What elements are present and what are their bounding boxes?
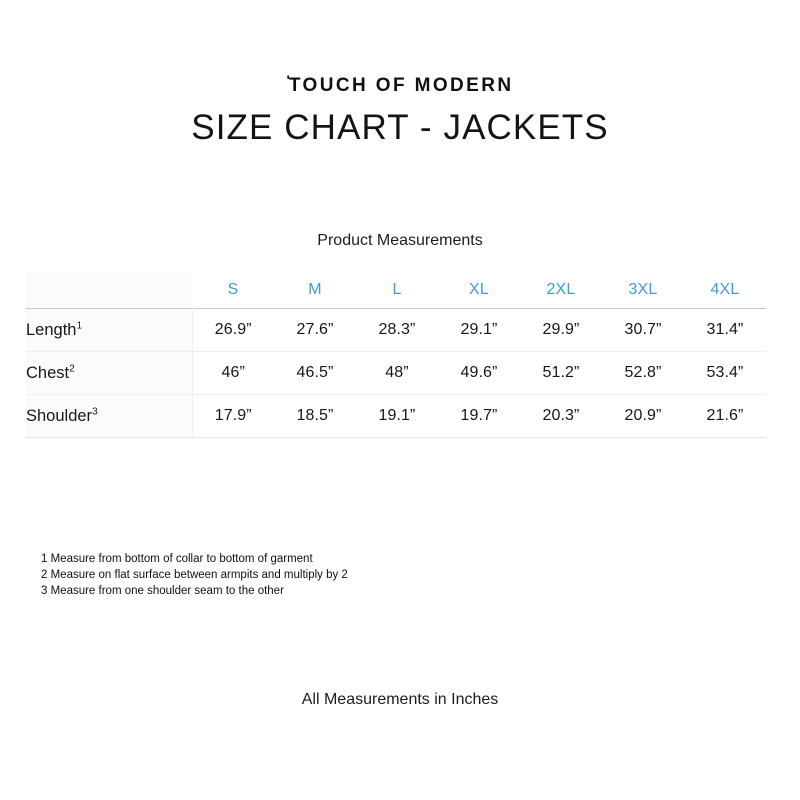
footnote-2: 2 Measure on flat surface between armpit… bbox=[41, 569, 348, 581]
column-header-xl: XL bbox=[469, 281, 489, 298]
measurements-table-wrapper: S M L XL 2XL 3XL 4XL Length1 26.9” 27.6”… bbox=[26, 272, 766, 438]
cell-length-m: 27.6” bbox=[274, 308, 356, 352]
column-header-3xl: 3XL bbox=[628, 281, 658, 298]
table-header-label-cell bbox=[26, 272, 192, 309]
cell-chest-2xl: 51.2” bbox=[520, 351, 602, 395]
cell-length-s: 26.9” bbox=[192, 308, 274, 352]
row-label-length: Length1 bbox=[26, 308, 193, 352]
column-header-s: S bbox=[227, 281, 239, 298]
row-label-shoulder-text: Shoulder bbox=[26, 406, 93, 425]
row-label-shoulder: Shoulder3 bbox=[26, 394, 193, 438]
footnotes: 1 Measure from bottom of collar to botto… bbox=[41, 551, 348, 599]
column-header-2xl: 2XL bbox=[546, 281, 576, 298]
column-header-l: L bbox=[392, 281, 402, 298]
footnote-1: 1 Measure from bottom of collar to botto… bbox=[41, 553, 313, 565]
cell-chest-3xl: 52.8” bbox=[602, 351, 684, 395]
table-body: Length1 26.9” 27.6” 28.3” 29.1” 29.9” 30… bbox=[26, 308, 766, 438]
cell-chest-s: 46” bbox=[192, 351, 274, 395]
table-row-shoulder: Shoulder3 17.9” 18.5” 19.1” 19.7” 20.3” … bbox=[26, 394, 766, 438]
table-header-row: S M L XL 2XL 3XL 4XL bbox=[26, 272, 766, 309]
cell-chest-l: 48” bbox=[356, 351, 438, 395]
cell-length-3xl: 30.7” bbox=[602, 308, 684, 352]
row-label-chest: Chest2 bbox=[26, 351, 193, 395]
cell-shoulder-xl: 19.7” bbox=[438, 394, 520, 438]
column-header-4xl: 4XL bbox=[710, 281, 740, 298]
row-label-chest-footnote-marker: 2 bbox=[69, 363, 75, 374]
cell-length-xl: 29.1” bbox=[438, 308, 520, 352]
cell-shoulder-l: 19.1” bbox=[356, 394, 438, 438]
cell-shoulder-4xl: 21.6” bbox=[684, 394, 766, 438]
row-label-shoulder-footnote-marker: 3 bbox=[92, 406, 98, 417]
brand-logo: 'TOUCH OF MODERN bbox=[0, 72, 800, 97]
cell-length-2xl: 29.9” bbox=[520, 308, 602, 352]
brand-tick-mark: ' bbox=[286, 72, 290, 88]
cell-shoulder-2xl: 20.3” bbox=[520, 394, 602, 438]
row-label-length-footnote-marker: 1 bbox=[76, 320, 83, 331]
cell-length-4xl: 31.4” bbox=[684, 308, 766, 352]
table-header: S M L XL 2XL 3XL 4XL bbox=[26, 272, 766, 309]
cell-shoulder-m: 18.5” bbox=[274, 394, 356, 438]
row-label-length-text: Length bbox=[26, 320, 77, 339]
cell-shoulder-3xl: 20.9” bbox=[602, 394, 684, 438]
table-row-length: Length1 26.9” 27.6” 28.3” 29.1” 29.9” 30… bbox=[26, 308, 766, 352]
bottom-caption: All Measurements in Inches bbox=[301, 691, 499, 708]
brand-name: TOUCH OF MODERN bbox=[288, 75, 514, 96]
measurements-table: S M L XL 2XL 3XL 4XL Length1 26.9” 27.6”… bbox=[26, 272, 766, 438]
cell-chest-m: 46.5” bbox=[274, 351, 356, 395]
column-header-m: M bbox=[308, 281, 322, 298]
footnote-3: 3 Measure from one shoulder seam to the … bbox=[41, 585, 284, 597]
cell-length-l: 28.3” bbox=[356, 308, 438, 352]
cell-shoulder-s: 17.9” bbox=[192, 394, 274, 438]
page-title: SIZE CHART - JACKETS bbox=[191, 108, 609, 147]
section-caption: Product Measurements bbox=[317, 232, 483, 249]
cell-chest-xl: 49.6” bbox=[438, 351, 520, 395]
table-row-chest: Chest2 46” 46.5” 48” 49.6” 51.2” 52.8” 5… bbox=[26, 351, 766, 395]
row-label-chest-text: Chest bbox=[26, 363, 70, 382]
cell-chest-4xl: 53.4” bbox=[684, 351, 766, 395]
